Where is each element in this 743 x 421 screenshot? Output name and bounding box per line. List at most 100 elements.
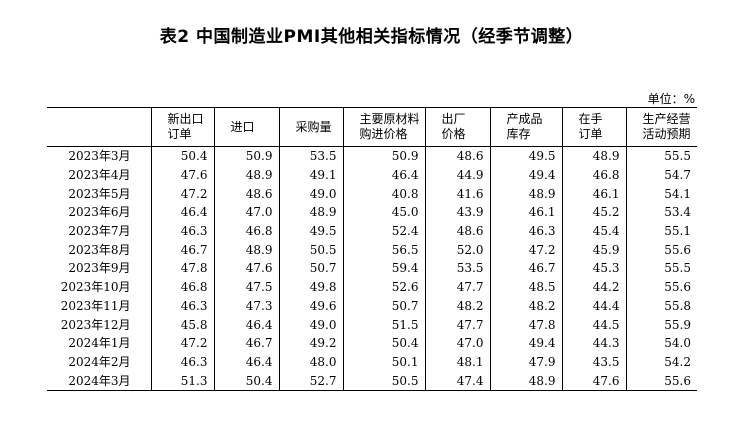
- cell-backlog-orders: 44.3: [561, 333, 626, 353]
- cell-raw-material-price: 50.4: [342, 333, 425, 353]
- cell-month: 2023年12月: [60, 317, 131, 332]
- table-row: 2023年4月 47.6 48.9 49.1 46.4 44.9 49.4 46.8 54.7: [47, 165, 697, 185]
- cell-imports: 47.6: [213, 259, 279, 278]
- cell-raw-material-price: 50.5: [342, 371, 425, 391]
- cell-finished-goods-inventory: 48.5: [489, 277, 562, 297]
- cell-backlog-orders: 48.9: [561, 146, 626, 166]
- cell-business-expectations: 54.7: [625, 165, 697, 185]
- cell-new-export-orders: 46.3: [150, 296, 214, 316]
- cell-raw-material-price: 52.6: [342, 277, 425, 297]
- cell-month: 2023年3月: [68, 149, 131, 164]
- header-line: 采购量: [295, 119, 332, 134]
- cell-backlog-orders: 44.5: [561, 315, 626, 334]
- header-line: 活动预期: [642, 127, 691, 141]
- cell-backlog-orders: 44.4: [561, 296, 626, 316]
- cell-purchase-quantity: 49.0: [278, 184, 343, 204]
- cell-imports: 48.9: [213, 240, 279, 260]
- pmi-table: 新出口 订单 进口 采购量 主要原材料 购进价格 出厂 价格 产成品 库存 在手 订单 生…: [47, 107, 697, 391]
- cell-finished-goods-inventory: 46.3: [489, 221, 562, 241]
- cell-ex-factory-price: 48.6: [424, 221, 490, 241]
- table-row: 2024年3月 51.3 50.4 52.7 50.5 47.4 48.9 47.6 55.6: [47, 371, 697, 391]
- cell-new-export-orders: 50.4: [150, 146, 214, 166]
- cell-ex-factory-price: 43.9: [424, 203, 490, 222]
- table-row: 2023年12月 45.8 46.4 49.0 51.5 47.7 47.8 44.5 55.9: [47, 315, 697, 334]
- header-cell-month: [47, 108, 151, 147]
- cell-raw-material-price: 51.5: [342, 315, 425, 334]
- cell-raw-material-price: 50.9: [342, 146, 425, 166]
- cell-imports: 50.9: [213, 146, 279, 166]
- cell-month: 2024年3月: [68, 373, 131, 388]
- cell-month: 2023年11月: [60, 298, 131, 313]
- cell-purchase-quantity: 50.5: [278, 240, 343, 260]
- cell-purchase-quantity: 49.0: [278, 315, 343, 334]
- cell-purchase-quantity: 49.6: [278, 296, 343, 316]
- cell-ex-factory-price: 48.6: [424, 146, 490, 166]
- table-row: 2023年10月 46.8 47.5 49.8 52.6 47.7 48.5 44.2 55.6: [47, 277, 697, 297]
- cell-month: 2023年10月: [60, 280, 131, 295]
- cell-month: 2023年6月: [68, 205, 131, 220]
- unit-label: 单位：%: [647, 92, 695, 106]
- cell-raw-material-price: 46.4: [342, 165, 425, 185]
- cell-raw-material-price: 59.4: [342, 259, 425, 278]
- cell-ex-factory-price: 41.6: [424, 184, 490, 204]
- cell-finished-goods-inventory: 47.8: [489, 315, 562, 334]
- cell-new-export-orders: 47.6: [150, 165, 214, 185]
- cell-imports: 48.9: [213, 165, 279, 185]
- cell-finished-goods-inventory: 47.2: [489, 240, 562, 260]
- cell-new-export-orders: 45.8: [150, 315, 214, 334]
- cell-purchase-quantity: 50.7: [278, 259, 343, 278]
- cell-month: 2023年9月: [68, 261, 131, 276]
- cell-month: 2023年4月: [68, 168, 131, 183]
- cell-business-expectations: 55.9: [625, 315, 697, 334]
- header-cell-new-export-orders: 新出口 订单: [150, 107, 214, 147]
- header-cell-finished-goods-inventory: 产成品 库存: [489, 107, 562, 147]
- cell-ex-factory-price: 53.5: [424, 259, 490, 278]
- header-line: 生产经营: [642, 112, 691, 126]
- table-row: 2023年7月 46.3 46.8 49.5 52.4 48.6 46.3 45.4 55.1: [47, 221, 697, 241]
- cell-backlog-orders: 44.2: [561, 277, 626, 297]
- cell-business-expectations: 55.6: [625, 277, 697, 297]
- cell-business-expectations: 55.6: [625, 240, 697, 260]
- cell-imports: 50.4: [213, 371, 279, 391]
- cell-new-export-orders: 46.7: [150, 240, 214, 260]
- cell-new-export-orders: 46.3: [150, 352, 214, 372]
- cell-backlog-orders: 45.2: [561, 203, 626, 222]
- header-cell-backlog-orders: 在手 订单: [561, 107, 626, 147]
- table-row: 2023年11月 46.3 47.3 49.6 50.7 48.2 48.2 44.4 55.8: [47, 296, 697, 316]
- cell-business-expectations: 54.2: [625, 352, 697, 372]
- cell-raw-material-price: 52.4: [342, 221, 425, 241]
- cell-ex-factory-price: 44.9: [424, 165, 490, 185]
- cell-raw-material-price: 45.0: [342, 203, 425, 222]
- header-line: 产成品: [506, 112, 543, 126]
- cell-business-expectations: 55.5: [625, 146, 697, 166]
- cell-finished-goods-inventory: 47.9: [489, 352, 562, 372]
- cell-backlog-orders: 45.3: [561, 259, 626, 278]
- cell-business-expectations: 54.0: [625, 333, 697, 353]
- cell-ex-factory-price: 48.2: [424, 296, 490, 316]
- header-line: 库存: [506, 127, 531, 141]
- cell-purchase-quantity: 49.8: [278, 277, 343, 297]
- cell-business-expectations: 53.4: [625, 203, 697, 222]
- cell-business-expectations: 54.1: [625, 184, 697, 204]
- cell-ex-factory-price: 47.0: [424, 333, 490, 353]
- cell-ex-factory-price: 47.7: [424, 277, 490, 297]
- cell-backlog-orders: 45.9: [561, 240, 626, 260]
- header-cell-raw-material-price: 主要原材料 购进价格: [342, 107, 425, 147]
- cell-month: 2023年7月: [68, 224, 131, 239]
- header-line: 订单: [578, 127, 603, 141]
- cell-ex-factory-price: 47.7: [424, 315, 490, 334]
- cell-imports: 46.4: [213, 315, 279, 334]
- cell-imports: 46.4: [213, 352, 279, 372]
- cell-business-expectations: 55.1: [625, 221, 697, 241]
- header-cell-ex-factory-price: 出厂 价格: [424, 107, 490, 147]
- table-row: 2023年6月 46.4 47.0 48.9 45.0 43.9 46.1 45.2 53.4: [47, 203, 697, 222]
- table-title: 表2 中国制造业PMI其他相关指标情况（经季节调整）: [159, 27, 584, 47]
- cell-finished-goods-inventory: 49.5: [489, 146, 562, 166]
- cell-finished-goods-inventory: 48.9: [489, 184, 562, 204]
- header-cell-purchase-quantity: 采购量: [278, 107, 343, 147]
- cell-purchase-quantity: 49.5: [278, 221, 343, 241]
- cell-finished-goods-inventory: 46.7: [489, 259, 562, 278]
- cell-backlog-orders: 43.5: [561, 352, 626, 372]
- cell-backlog-orders: 47.6: [561, 371, 626, 391]
- header-line: 进口: [230, 119, 255, 134]
